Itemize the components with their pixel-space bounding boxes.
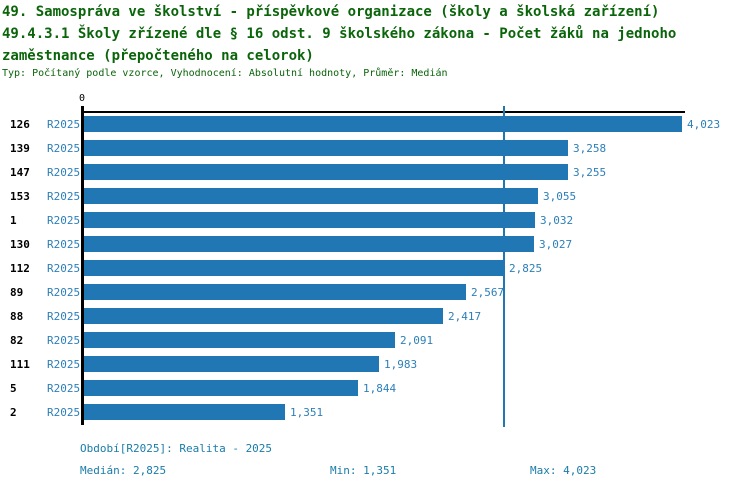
category-label: 153 [10, 190, 30, 203]
median-stat: Medián: 2,825 [80, 464, 167, 477]
value-label: 3,255 [573, 166, 607, 179]
bar [84, 236, 534, 252]
category-label: 139 [10, 142, 30, 155]
bar [84, 308, 443, 324]
value-label: 2,825 [509, 262, 543, 275]
category-label: 2 [10, 406, 17, 419]
series-period-label: R2025 [47, 118, 81, 131]
x-axis-zero-tick-label: 0 [78, 93, 86, 104]
category-label: 126 [10, 118, 30, 131]
category-label: 82 [10, 334, 24, 347]
bar [84, 380, 358, 396]
category-label: 112 [10, 262, 30, 275]
bar [84, 404, 285, 420]
series-period-label: R2025 [47, 238, 81, 251]
bar [84, 164, 568, 180]
report-title-line-1: 49. Samospráva ve školství - příspěvkové… [2, 4, 660, 20]
category-label: 5 [10, 382, 17, 395]
min-stat: Min: 1,351 [330, 464, 397, 477]
bar [84, 116, 682, 132]
category-label: 111 [10, 358, 30, 371]
series-period-label: R2025 [47, 334, 81, 347]
value-label: 1,844 [363, 382, 397, 395]
report-subtitle: Typ: Počítaný podle vzorce, Vyhodnocení:… [2, 68, 448, 79]
series-period-label: R2025 [47, 358, 81, 371]
bar [84, 188, 538, 204]
max-stat: Max: 4,023 [530, 464, 597, 477]
series-period-label: R2025 [47, 190, 81, 203]
value-label: 3,027 [539, 238, 573, 251]
bar [84, 356, 379, 372]
value-label: 3,055 [543, 190, 577, 203]
value-label: 2,091 [400, 334, 434, 347]
series-period-label: R2025 [47, 406, 81, 419]
x-axis-line [82, 111, 685, 113]
series-period-label: R2025 [47, 382, 81, 395]
median-reference-line [503, 106, 505, 427]
bar [84, 140, 568, 156]
series-period-label: R2025 [47, 214, 81, 227]
category-label: 147 [10, 166, 30, 179]
category-label: 89 [10, 286, 24, 299]
y-axis-line [81, 106, 84, 425]
series-period-label: R2025 [47, 286, 81, 299]
category-label: 130 [10, 238, 30, 251]
series-period-label: R2025 [47, 166, 81, 179]
value-label: 1,351 [290, 406, 324, 419]
value-label: 3,032 [540, 214, 574, 227]
value-label: 1,983 [384, 358, 418, 371]
bar [84, 332, 395, 348]
value-label: 2,417 [448, 310, 482, 323]
value-label: 3,258 [573, 142, 607, 155]
value-label: 2,567 [471, 286, 505, 299]
bar [84, 284, 466, 300]
series-period-label: R2025 [47, 262, 81, 275]
report-title-line-3: zaměstnance (přepočteného na celorok) [2, 48, 314, 64]
value-label: 4,023 [687, 118, 721, 131]
period-note: Období[R2025]: Realita - 2025 [80, 442, 273, 455]
report-title-line-2: 49.4.3.1 Školy zřízené dle § 16 odst. 9 … [2, 26, 677, 42]
bar [84, 260, 504, 276]
series-period-label: R2025 [47, 142, 81, 155]
category-label: 1 [10, 214, 17, 227]
series-period-label: R2025 [47, 310, 81, 323]
bar [84, 212, 535, 228]
category-label: 88 [10, 310, 24, 323]
